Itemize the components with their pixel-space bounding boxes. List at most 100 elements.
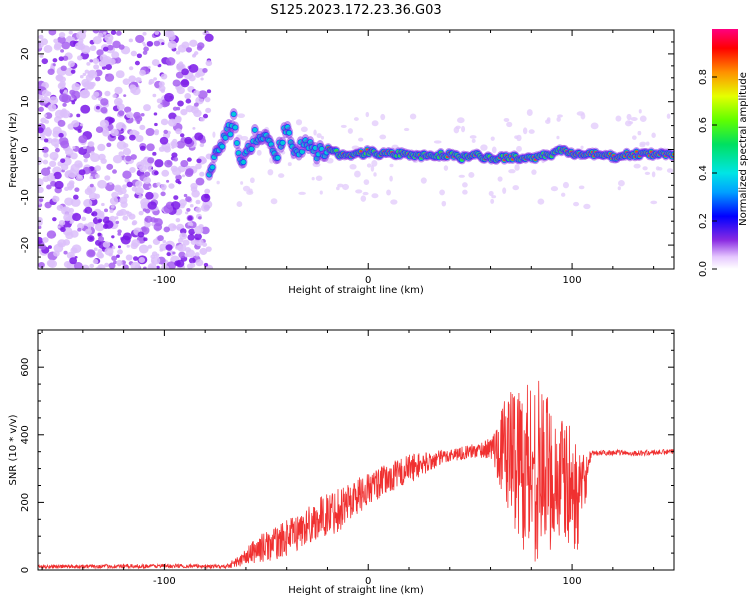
heatmap-noise-blob [139, 145, 146, 151]
heatmap-noise-blob [180, 108, 188, 116]
heatmap-noise-blob [79, 75, 84, 79]
heatmap-noise-blob [70, 198, 81, 207]
heatmap-noise-blob [179, 228, 187, 235]
heatmap-noise-blob [114, 86, 123, 95]
colorbar-tick-label: 0.0 [698, 261, 709, 277]
heatmap-noise-blob [62, 55, 69, 61]
heatmap-noise-blob [116, 100, 121, 105]
heatmap-noise-blob [117, 110, 125, 116]
heatmap-noise-blob [104, 182, 115, 192]
heatmap-noise-blob [142, 50, 148, 55]
heatmap-noise-blob [53, 243, 64, 253]
heatmap-faint-blob [212, 131, 216, 138]
heatmap-noise-blob [177, 243, 187, 252]
heatmap-noise-blob [199, 143, 205, 148]
heatmap-noise-blob [187, 234, 195, 241]
heatmap-noise-blob [186, 157, 192, 162]
heatmap-faint-blob [295, 119, 303, 126]
heatmap-noise-blob [98, 236, 105, 242]
heatmap-noise-blob [75, 174, 84, 182]
heatmap-noise-blob [125, 210, 130, 214]
heatmap-noise-blob [195, 259, 204, 267]
heatmap-noise-blob [125, 155, 132, 162]
heatmap-noise-blob [134, 187, 144, 196]
heatmap-noise-blob [97, 218, 103, 223]
heatmap-noise-blob [38, 106, 44, 112]
heatmap-noise-blob [153, 218, 159, 223]
heatmap-noise-blob [102, 46, 109, 52]
heatmap-noise-blob [185, 249, 195, 258]
heatmap-noise-blob [67, 60, 75, 67]
heatmap-noise-blob [57, 225, 61, 229]
heatmap-noise-blob [158, 146, 165, 152]
heatmap-noise-blob [188, 74, 196, 82]
heatmap-noise-blob [179, 232, 188, 240]
colorbar: 0.0 0.2 0.4 0.6 0.8 Normalized spectral ampl… [698, 29, 749, 277]
heatmap-faint-blob [644, 171, 651, 176]
heatmap-noise-blob [187, 215, 193, 221]
heatmap-faint-blob [514, 164, 520, 171]
heatmap-noise-blob [46, 230, 57, 239]
heatmap-noise-blob [122, 147, 132, 156]
heatmap-noise-blob [166, 179, 170, 183]
heatmap-noise-blob [77, 55, 83, 61]
heatmap-noise-blob [164, 159, 173, 168]
heatmap-faint-blob [389, 175, 393, 182]
heatmap-faint-blob [353, 117, 359, 121]
heatmap-noise-blob [104, 262, 110, 268]
heatmap-noise-blob [40, 38, 49, 46]
heatmap-faint-blob [503, 117, 510, 123]
heatmap-faint-blob [355, 189, 363, 194]
heatmap-noise-blob [110, 204, 115, 209]
heatmap-noise-blob [76, 113, 81, 118]
heatmap-noise-blob [202, 31, 207, 36]
heatmap-noise-blob [38, 236, 43, 245]
heatmap-noise-blob [147, 244, 153, 249]
heatmap-faint-blob [390, 199, 398, 205]
spectrogram-y-axis-label: Frequency (Hz) [8, 112, 19, 188]
heatmap-noise-blob [188, 228, 196, 235]
heatmap-noise-blob [199, 116, 205, 122]
heatmap-faint-blob [491, 146, 497, 154]
heatmap-noise-blob [100, 98, 109, 106]
heatmap-noise-blob [143, 46, 149, 52]
heatmap-noise-blob [48, 96, 59, 105]
heatmap-noise-blob [139, 124, 146, 131]
heatmap-noise-blob [58, 132, 64, 138]
heatmap-noise-blob [106, 163, 114, 170]
heatmap-noise-blob [74, 42, 83, 50]
heatmap-faint-blob [216, 180, 220, 185]
heatmap-noise-blob [41, 96, 50, 104]
heatmap-noise-blob [205, 60, 213, 67]
heatmap-noise-blob [125, 111, 134, 119]
heatmap-noise-blob [97, 143, 106, 152]
heatmap-noise-blob [158, 81, 165, 87]
heatmap-noise-blob [103, 31, 107, 35]
heatmap-noise-blob [173, 156, 179, 162]
heatmap-noise-blob [154, 122, 158, 127]
heatmap-noise-blob [112, 94, 117, 98]
heatmap-noise-blob [41, 89, 50, 97]
heatmap-noise-blob [192, 53, 197, 57]
heatmap-noise-blob [170, 201, 181, 210]
heatmap-noise-blob [102, 241, 111, 248]
heatmap-noise-blob [112, 40, 121, 49]
heatmap-noise-blob [139, 69, 146, 76]
heatmap-faint-blob [277, 173, 285, 178]
heatmap-noise-blob [87, 235, 95, 242]
heatmap-noise-blob [205, 107, 212, 114]
heatmap-noise-blob [44, 112, 53, 119]
heatmap-noise-blob [54, 42, 62, 49]
heatmap-noise-blob [143, 237, 148, 242]
heatmap-faint-blob [508, 169, 516, 174]
heatmap-noise-blob [159, 248, 164, 252]
heatmap-faint-blob [580, 145, 584, 150]
heatmap-noise-blob [57, 74, 62, 79]
heatmap-noise-blob [59, 76, 66, 83]
heatmap-noise-blob [74, 187, 80, 193]
heatmap-noise-blob [116, 259, 123, 266]
heatmap-noise-blob [189, 204, 194, 208]
heatmap-noise-blob [96, 251, 104, 258]
heatmap-faint-blob [490, 136, 495, 141]
heatmap-noise-blob [97, 232, 102, 237]
